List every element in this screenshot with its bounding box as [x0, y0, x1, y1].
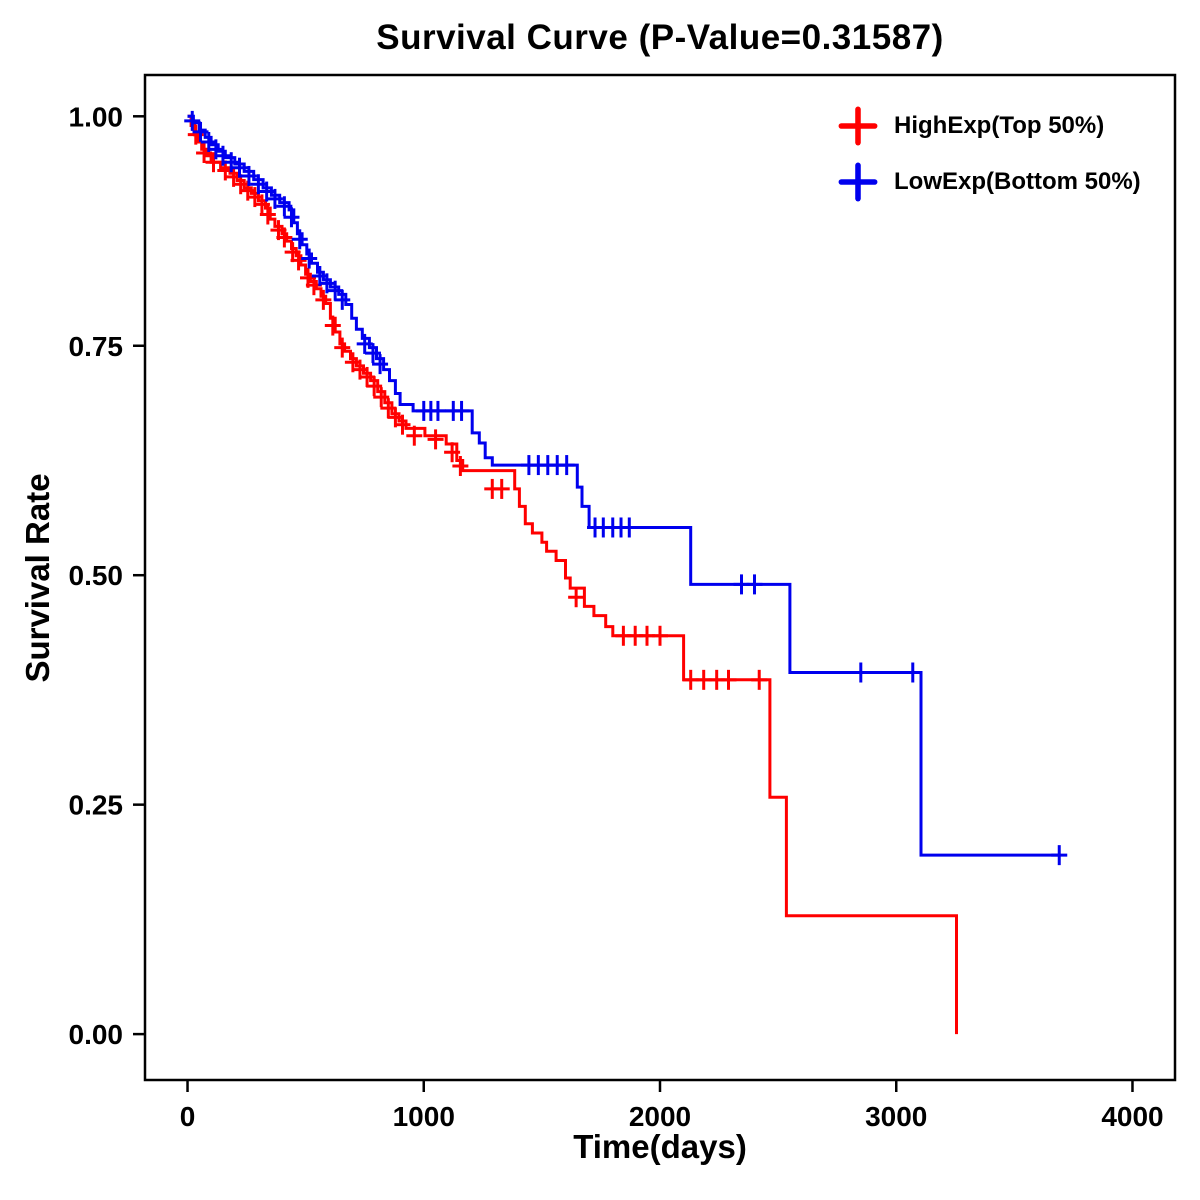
panel-border [143, 73, 1177, 1082]
y-tick-label: 0.50 [69, 560, 124, 591]
legend-item-highexp: HighExp(Top 50%) [838, 106, 1141, 146]
lowexp-survival-line [187, 114, 1060, 857]
legend: HighExp(Top 50%) LowExp(Bottom 50%) [838, 106, 1141, 202]
x-tick-label: 4000 [1101, 1101, 1163, 1132]
x-tick-label: 1000 [393, 1101, 455, 1132]
y-tick-label: 0.25 [69, 790, 124, 821]
y-tick-label: 1.00 [69, 101, 124, 132]
chart-title: Survival Curve (P-Value=0.31587) [376, 18, 944, 57]
legend-label-highexp: HighExp(Top 50%) [894, 112, 1105, 139]
legend-label-lowexp: LowExp(Bottom 50%) [894, 168, 1141, 195]
y-axis-label: Survival Rate [19, 473, 56, 683]
y-tick-label: 0.00 [69, 1019, 124, 1050]
legend-item-lowexp: LowExp(Bottom 50%) [838, 162, 1141, 202]
lowexp-censor-marks [184, 110, 1068, 866]
x-tick-label: 3000 [865, 1101, 927, 1132]
x-tick-label: 2000 [629, 1101, 691, 1132]
highexp-censor-marks [187, 124, 768, 690]
x-axis-label: Time(days) [573, 1128, 747, 1165]
lowexp-plus-icon [838, 162, 878, 202]
highexp-plus-icon [838, 106, 878, 146]
highexp-survival-line [187, 114, 958, 1035]
x-tick-label: 0 [180, 1101, 196, 1132]
y-tick-label: 0.75 [69, 331, 124, 362]
